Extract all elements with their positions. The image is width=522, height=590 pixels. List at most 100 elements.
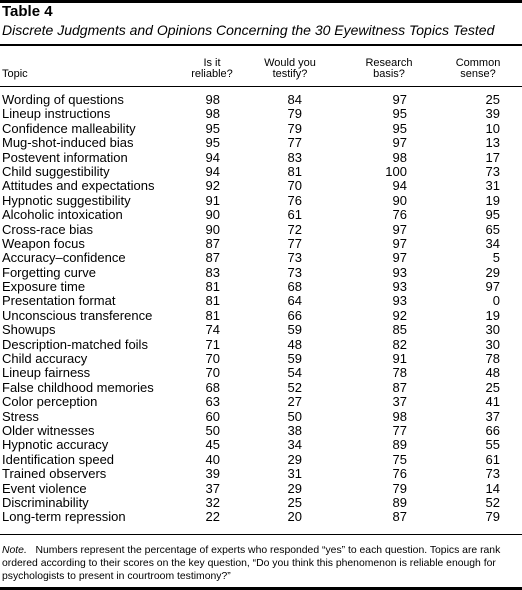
- column-header-common: Common sense?: [443, 58, 513, 80]
- cell-reliable: 60: [205, 408, 220, 424]
- table-row: Identification speed 40 29 75 61: [0, 451, 522, 467]
- cell-reliable: 40: [205, 451, 220, 467]
- cell-reliable: 68: [205, 379, 220, 395]
- cell-topic: Alcoholic intoxication: [2, 207, 123, 223]
- cell-topic: Description-matched foils: [2, 336, 148, 352]
- note-label: Note.: [2, 545, 27, 556]
- cell-topic: Confidence malleability: [2, 120, 136, 136]
- cell-research: 75: [392, 451, 407, 467]
- cell-topic: False childhood memories: [2, 379, 154, 395]
- cell-research: 89: [392, 437, 407, 453]
- table-row: Long-term repression 22 20 87 79: [0, 509, 522, 525]
- cell-reliable: 32: [205, 494, 220, 510]
- cell-testify: 27: [287, 394, 302, 410]
- cell-topic: Color perception: [2, 394, 98, 410]
- cell-research: 97: [392, 135, 407, 151]
- cell-testify: 79: [287, 106, 302, 122]
- note-text: Numbers represent the percentage of expe…: [2, 545, 501, 582]
- cell-common: 30: [485, 336, 500, 352]
- cell-common: 61: [485, 451, 500, 467]
- cell-research: 76: [392, 466, 407, 482]
- cell-topic: Event violence: [2, 480, 87, 496]
- table-row: Attitudes and expectations 92 70 94 31: [0, 178, 522, 194]
- cell-topic: Postevent information: [2, 149, 128, 165]
- table-row: Unconscious transference 81 66 92 19: [0, 307, 522, 323]
- cell-topic: Mug-shot-induced bias: [2, 135, 134, 151]
- cell-reliable: 87: [205, 235, 220, 251]
- cell-common: 0: [492, 293, 500, 309]
- cell-topic: Hypnotic accuracy: [2, 437, 109, 453]
- cell-reliable: 70: [205, 351, 220, 367]
- cell-topic: Long-term repression: [2, 509, 126, 525]
- column-header-reliable: Is it reliable?: [180, 58, 244, 80]
- cell-testify: 20: [287, 509, 302, 525]
- cell-common: 48: [485, 365, 500, 381]
- column-header-common-line2: sense?: [460, 68, 496, 80]
- table-row: Stress 60 50 98 37: [0, 408, 522, 424]
- cell-topic: Lineup instructions: [2, 106, 111, 122]
- cell-topic: Cross-race bias: [2, 221, 94, 237]
- cell-testify: 79: [287, 120, 302, 136]
- cell-research: 98: [392, 149, 407, 165]
- cell-research: 93: [392, 279, 407, 295]
- table-body: Wording of questions 98 84 97 25 Lineup instr…: [0, 92, 522, 525]
- cell-research: 37: [392, 394, 407, 410]
- cell-common: 19: [485, 307, 500, 323]
- table-row: False childhood memories 68 52 87 25: [0, 379, 522, 395]
- table-subtitle: Discrete Judgments and Opinions Concerni…: [2, 22, 495, 38]
- column-header-row: Topic Is it reliable? Would you testify?…: [0, 48, 522, 86]
- cell-common: 41: [485, 394, 500, 410]
- table-row: Lineup fairness 70 54 78 48: [0, 365, 522, 381]
- cell-research: 82: [392, 336, 407, 352]
- cell-topic: Showups: [2, 322, 56, 338]
- cell-testify: 76: [287, 192, 302, 208]
- cell-topic: Hypnotic suggestibility: [2, 192, 131, 208]
- cell-research: 87: [392, 379, 407, 395]
- table-row: Alcoholic intoxication 90 61 76 95: [0, 207, 522, 223]
- table-row: Child suggestibility 94 81 100 73: [0, 163, 522, 179]
- end-rule: [0, 587, 522, 590]
- cell-testify: 52: [287, 379, 302, 395]
- cell-reliable: 81: [205, 293, 220, 309]
- cell-reliable: 94: [205, 149, 220, 165]
- table-row: Weapon focus 87 77 97 34: [0, 235, 522, 251]
- cell-topic: Accuracy–confidence: [2, 250, 126, 266]
- cell-research: 79: [392, 480, 407, 496]
- cell-reliable: 83: [205, 264, 220, 280]
- cell-testify: 77: [287, 235, 302, 251]
- table-row: Mug-shot-induced bias 95 77 97 13: [0, 135, 522, 151]
- cell-common: 34: [485, 235, 500, 251]
- cell-reliable: 95: [205, 135, 220, 151]
- cell-testify: 83: [287, 149, 302, 165]
- cell-common: 13: [485, 135, 500, 151]
- cell-research: 89: [392, 494, 407, 510]
- table-row: Presentation format 81 64 93 0: [0, 293, 522, 309]
- table-row: Event violence 37 29 79 14: [0, 480, 522, 496]
- cell-testify: 34: [287, 437, 302, 453]
- cell-testify: 25: [287, 494, 302, 510]
- cell-common: 31: [485, 178, 500, 194]
- cell-common: 25: [485, 92, 500, 107]
- cell-research: 77: [392, 422, 407, 438]
- cell-topic: Presentation format: [2, 293, 116, 309]
- cell-testify: 81: [287, 163, 302, 179]
- cell-topic: Attitudes and expectations: [2, 178, 155, 194]
- cell-research: 100: [385, 163, 407, 179]
- cell-reliable: 98: [205, 92, 220, 107]
- table-row: Description-matched foils 71 48 82 30: [0, 336, 522, 352]
- cell-topic: Wording of questions: [2, 92, 124, 107]
- cell-topic: Child accuracy: [2, 351, 88, 367]
- column-header-reliable-line1: Is it: [203, 57, 221, 69]
- cell-common: 65: [485, 221, 500, 237]
- column-header-testify-line1: Would you: [264, 57, 316, 69]
- column-header-research-line1: Research: [365, 57, 413, 69]
- cell-common: 97: [485, 279, 500, 295]
- cell-research: 97: [392, 92, 407, 107]
- table-row: Showups 74 59 85 30: [0, 322, 522, 338]
- cell-common: 39: [485, 106, 500, 122]
- cell-reliable: 74: [205, 322, 220, 338]
- cell-reliable: 90: [205, 221, 220, 237]
- subheader-rule: [0, 86, 522, 87]
- bottom-rule: [0, 534, 522, 535]
- table-row: Confidence malleability 95 79 95 10: [0, 120, 522, 136]
